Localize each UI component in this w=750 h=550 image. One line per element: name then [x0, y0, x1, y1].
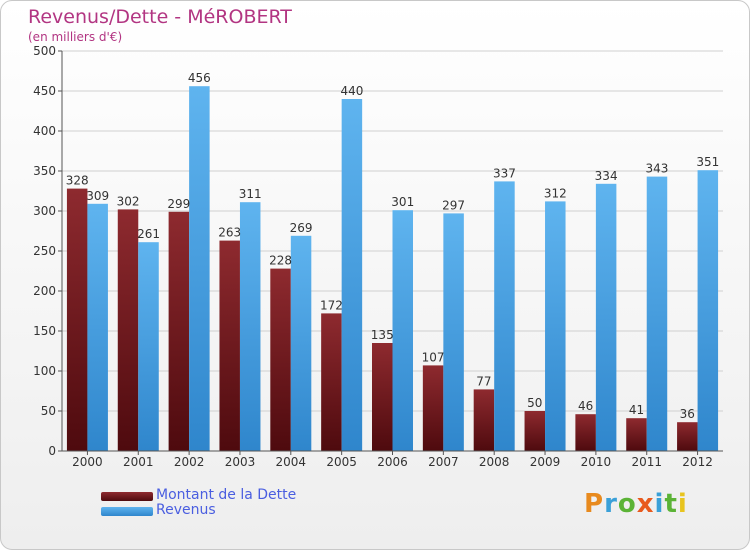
y-tick-label: 300 [33, 204, 56, 218]
y-tick-label: 500 [33, 44, 56, 58]
y-tick-label: 0 [48, 444, 56, 458]
data-label-revenus: 351 [696, 155, 719, 169]
y-tick-label: 450 [33, 84, 56, 98]
data-label-dette: 263 [218, 226, 241, 240]
x-tick-label: 2005 [326, 455, 357, 469]
data-label-revenus: 343 [646, 162, 669, 176]
bar-revenus [341, 99, 363, 451]
x-tick-label: 2000 [72, 455, 103, 469]
bar-revenus [545, 201, 566, 451]
data-label-dette: 41 [629, 403, 644, 417]
proxiti-logo: Proxiti [584, 489, 688, 519]
bar-revenus [87, 203, 108, 451]
data-label-revenus: 301 [391, 195, 414, 209]
legend-swatch-revenus [101, 507, 153, 516]
x-tick-label: 2006 [377, 455, 408, 469]
y-tick-label: 50 [41, 404, 56, 418]
data-label-dette: 77 [476, 374, 491, 388]
bar-dette [626, 418, 647, 451]
y-tick-label: 400 [33, 124, 56, 138]
y-tick-label: 350 [33, 164, 56, 178]
bar-revenus [290, 235, 312, 451]
data-label-revenus: 312 [544, 186, 567, 200]
data-label-dette: 228 [269, 254, 292, 268]
data-label-dette: 50 [527, 396, 542, 410]
bar-dette [321, 313, 342, 451]
bar-revenus [392, 210, 413, 451]
logo-letter: P [584, 489, 605, 519]
data-label-dette: 328 [66, 174, 89, 188]
data-label-revenus: 269 [290, 221, 313, 235]
y-tick-label: 150 [33, 324, 56, 338]
legend-label-revenus: Revenus [156, 502, 216, 518]
y-tick-label: 200 [33, 284, 56, 298]
x-tick-label: 2001 [123, 455, 154, 469]
y-tick-label: 250 [33, 244, 56, 258]
bar-dette [117, 209, 139, 451]
bar-dette [66, 188, 88, 451]
legend-label-debt: Montant de la Dette [156, 487, 297, 503]
bar-revenus [494, 181, 515, 451]
logo-letter: r [604, 489, 618, 519]
bar-dette [219, 240, 240, 451]
bar-revenus [697, 170, 719, 451]
logo-letter: t [664, 489, 678, 519]
data-label-revenus: 261 [137, 227, 160, 241]
x-tick-label: 2009 [530, 455, 561, 469]
logo-letter: i [677, 489, 688, 519]
x-tick-label: 2002 [174, 455, 205, 469]
data-label-revenus: 334 [595, 169, 618, 183]
bar-dette [677, 422, 698, 451]
bar-dette [270, 268, 291, 451]
data-label-dette: 36 [680, 407, 695, 421]
data-label-dette: 135 [371, 328, 394, 342]
x-tick-label: 2008 [479, 455, 510, 469]
logo-letter: i [654, 489, 665, 519]
y-tick-label: 100 [33, 364, 56, 378]
x-tick-label: 2010 [581, 455, 612, 469]
bar-revenus [239, 202, 261, 451]
data-label-dette: 172 [320, 298, 343, 312]
x-tick-label: 2011 [631, 455, 662, 469]
data-label-dette: 302 [117, 194, 140, 208]
bar-dette [473, 389, 495, 451]
logo-letter: o [617, 489, 637, 519]
x-tick-label: 2012 [682, 455, 713, 469]
bar-revenus [189, 86, 210, 451]
logo-letter: x [636, 489, 655, 519]
bar-dette [422, 365, 444, 451]
data-label-revenus: 311 [239, 187, 262, 201]
bar-dette [168, 211, 190, 451]
chart-subtitle: (en milliers d'€) [28, 30, 123, 44]
data-label-revenus: 337 [493, 166, 516, 180]
bar-dette [524, 411, 546, 451]
data-label-dette: 107 [422, 350, 445, 364]
bar-revenus [443, 213, 464, 451]
data-label-revenus: 309 [86, 189, 109, 203]
x-tick-label: 2007 [428, 455, 459, 469]
x-tick-label: 2003 [225, 455, 256, 469]
chart-title: Revenus/Dette - MéROBERT [28, 6, 292, 28]
bar-revenus [646, 176, 668, 451]
bar-revenus [138, 242, 159, 451]
bar-dette [575, 414, 596, 451]
data-label-revenus: 297 [442, 198, 465, 212]
bar-dette [372, 343, 393, 451]
data-label-revenus: 456 [188, 71, 211, 85]
legend-swatch-debt [101, 492, 153, 501]
bar-revenus [595, 183, 617, 452]
x-tick-label: 2004 [276, 455, 307, 469]
data-label-dette: 299 [167, 197, 190, 211]
data-label-revenus: 440 [340, 84, 363, 98]
data-label-dette: 46 [578, 399, 593, 413]
